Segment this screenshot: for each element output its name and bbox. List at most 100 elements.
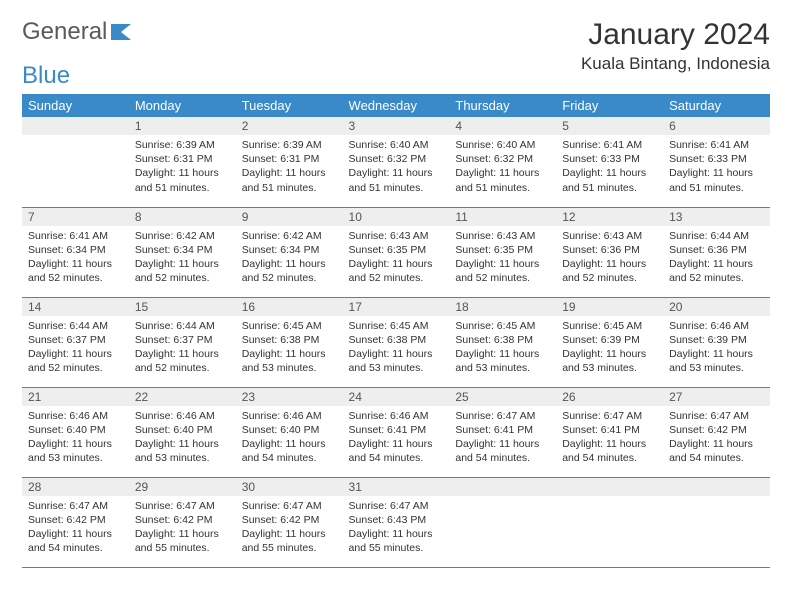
- day-details: Sunrise: 6:47 AMSunset: 6:41 PMDaylight:…: [556, 406, 663, 471]
- day-number: 10: [343, 208, 450, 226]
- day-cell: 25Sunrise: 6:47 AMSunset: 6:41 PMDayligh…: [449, 387, 556, 477]
- day-cell: 15Sunrise: 6:44 AMSunset: 6:37 PMDayligh…: [129, 297, 236, 387]
- week-row: 7Sunrise: 6:41 AMSunset: 6:34 PMDaylight…: [22, 207, 770, 297]
- day-cell: 2Sunrise: 6:39 AMSunset: 6:31 PMDaylight…: [236, 117, 343, 207]
- day-number: 31: [343, 478, 450, 496]
- day-details: Sunrise: 6:46 AMSunset: 6:40 PMDaylight:…: [129, 406, 236, 471]
- day-cell: 20Sunrise: 6:46 AMSunset: 6:39 PMDayligh…: [663, 297, 770, 387]
- day-details: Sunrise: 6:43 AMSunset: 6:35 PMDaylight:…: [449, 226, 556, 291]
- day-details: Sunrise: 6:47 AMSunset: 6:42 PMDaylight:…: [129, 496, 236, 561]
- day-number: [449, 478, 556, 496]
- day-number: 3: [343, 117, 450, 135]
- day-number: 23: [236, 388, 343, 406]
- day-details: Sunrise: 6:39 AMSunset: 6:31 PMDaylight:…: [129, 135, 236, 200]
- calendar-table: SundayMondayTuesdayWednesdayThursdayFrid…: [22, 94, 770, 568]
- day-details: Sunrise: 6:45 AMSunset: 6:39 PMDaylight:…: [556, 316, 663, 381]
- day-number: 5: [556, 117, 663, 135]
- day-cell: 14Sunrise: 6:44 AMSunset: 6:37 PMDayligh…: [22, 297, 129, 387]
- day-details: Sunrise: 6:46 AMSunset: 6:40 PMDaylight:…: [22, 406, 129, 471]
- day-details: Sunrise: 6:44 AMSunset: 6:36 PMDaylight:…: [663, 226, 770, 291]
- day-cell: 17Sunrise: 6:45 AMSunset: 6:38 PMDayligh…: [343, 297, 450, 387]
- day-details: Sunrise: 6:47 AMSunset: 6:42 PMDaylight:…: [663, 406, 770, 471]
- day-cell: 18Sunrise: 6:45 AMSunset: 6:38 PMDayligh…: [449, 297, 556, 387]
- day-number: 20: [663, 298, 770, 316]
- day-cell: [22, 117, 129, 207]
- day-details: Sunrise: 6:47 AMSunset: 6:43 PMDaylight:…: [343, 496, 450, 561]
- calendar-body: 1Sunrise: 6:39 AMSunset: 6:31 PMDaylight…: [22, 117, 770, 567]
- day-number: 26: [556, 388, 663, 406]
- day-cell: 4Sunrise: 6:40 AMSunset: 6:32 PMDaylight…: [449, 117, 556, 207]
- day-number: 15: [129, 298, 236, 316]
- day-cell: 3Sunrise: 6:40 AMSunset: 6:32 PMDaylight…: [343, 117, 450, 207]
- day-number: 11: [449, 208, 556, 226]
- day-number: 17: [343, 298, 450, 316]
- day-cell: 9Sunrise: 6:42 AMSunset: 6:34 PMDaylight…: [236, 207, 343, 297]
- weekday-header: Monday: [129, 94, 236, 117]
- day-number: 19: [556, 298, 663, 316]
- day-cell: 29Sunrise: 6:47 AMSunset: 6:42 PMDayligh…: [129, 477, 236, 567]
- day-number: 7: [22, 208, 129, 226]
- day-details: Sunrise: 6:42 AMSunset: 6:34 PMDaylight:…: [129, 226, 236, 291]
- day-cell: 31Sunrise: 6:47 AMSunset: 6:43 PMDayligh…: [343, 477, 450, 567]
- weekday-header: Tuesday: [236, 94, 343, 117]
- day-details: Sunrise: 6:41 AMSunset: 6:34 PMDaylight:…: [22, 226, 129, 291]
- day-cell: 11Sunrise: 6:43 AMSunset: 6:35 PMDayligh…: [449, 207, 556, 297]
- day-number: 30: [236, 478, 343, 496]
- week-row: 1Sunrise: 6:39 AMSunset: 6:31 PMDaylight…: [22, 117, 770, 207]
- day-number: [663, 478, 770, 496]
- day-cell: 28Sunrise: 6:47 AMSunset: 6:42 PMDayligh…: [22, 477, 129, 567]
- week-row: 28Sunrise: 6:47 AMSunset: 6:42 PMDayligh…: [22, 477, 770, 567]
- day-details: Sunrise: 6:43 AMSunset: 6:36 PMDaylight:…: [556, 226, 663, 291]
- day-details: Sunrise: 6:43 AMSunset: 6:35 PMDaylight:…: [343, 226, 450, 291]
- day-cell: 10Sunrise: 6:43 AMSunset: 6:35 PMDayligh…: [343, 207, 450, 297]
- day-cell: 30Sunrise: 6:47 AMSunset: 6:42 PMDayligh…: [236, 477, 343, 567]
- day-details: Sunrise: 6:46 AMSunset: 6:41 PMDaylight:…: [343, 406, 450, 471]
- logo-text-2: Blue: [22, 62, 770, 90]
- day-details: Sunrise: 6:41 AMSunset: 6:33 PMDaylight:…: [663, 135, 770, 200]
- weekday-header: Wednesday: [343, 94, 450, 117]
- month-title: January 2024: [581, 18, 770, 52]
- day-cell: [556, 477, 663, 567]
- day-details: Sunrise: 6:44 AMSunset: 6:37 PMDaylight:…: [129, 316, 236, 381]
- day-cell: [449, 477, 556, 567]
- day-cell: 23Sunrise: 6:46 AMSunset: 6:40 PMDayligh…: [236, 387, 343, 477]
- day-cell: 21Sunrise: 6:46 AMSunset: 6:40 PMDayligh…: [22, 387, 129, 477]
- day-number: 24: [343, 388, 450, 406]
- day-details: Sunrise: 6:45 AMSunset: 6:38 PMDaylight:…: [236, 316, 343, 381]
- day-number: 13: [663, 208, 770, 226]
- day-number: 8: [129, 208, 236, 226]
- day-details: Sunrise: 6:45 AMSunset: 6:38 PMDaylight:…: [343, 316, 450, 381]
- weekday-header: Sunday: [22, 94, 129, 117]
- day-details: Sunrise: 6:45 AMSunset: 6:38 PMDaylight:…: [449, 316, 556, 381]
- day-number: 12: [556, 208, 663, 226]
- logo-text-1: General: [22, 18, 107, 46]
- day-cell: 7Sunrise: 6:41 AMSunset: 6:34 PMDaylight…: [22, 207, 129, 297]
- day-cell: 6Sunrise: 6:41 AMSunset: 6:33 PMDaylight…: [663, 117, 770, 207]
- day-cell: 13Sunrise: 6:44 AMSunset: 6:36 PMDayligh…: [663, 207, 770, 297]
- day-details: Sunrise: 6:39 AMSunset: 6:31 PMDaylight:…: [236, 135, 343, 200]
- day-cell: [663, 477, 770, 567]
- day-number: 27: [663, 388, 770, 406]
- day-cell: 26Sunrise: 6:47 AMSunset: 6:41 PMDayligh…: [556, 387, 663, 477]
- day-number: 6: [663, 117, 770, 135]
- day-number: 16: [236, 298, 343, 316]
- weekday-header: Thursday: [449, 94, 556, 117]
- day-number: 9: [236, 208, 343, 226]
- day-details: Sunrise: 6:47 AMSunset: 6:41 PMDaylight:…: [449, 406, 556, 471]
- day-number: [556, 478, 663, 496]
- day-number: 25: [449, 388, 556, 406]
- flag-icon: [109, 22, 135, 42]
- weekday-header: Saturday: [663, 94, 770, 117]
- day-details: Sunrise: 6:44 AMSunset: 6:37 PMDaylight:…: [22, 316, 129, 381]
- day-number: 22: [129, 388, 236, 406]
- day-cell: 5Sunrise: 6:41 AMSunset: 6:33 PMDaylight…: [556, 117, 663, 207]
- day-number: 14: [22, 298, 129, 316]
- day-cell: 8Sunrise: 6:42 AMSunset: 6:34 PMDaylight…: [129, 207, 236, 297]
- day-cell: 24Sunrise: 6:46 AMSunset: 6:41 PMDayligh…: [343, 387, 450, 477]
- day-details: Sunrise: 6:47 AMSunset: 6:42 PMDaylight:…: [22, 496, 129, 561]
- day-details: Sunrise: 6:46 AMSunset: 6:40 PMDaylight:…: [236, 406, 343, 471]
- logo: General: [22, 18, 135, 46]
- week-row: 21Sunrise: 6:46 AMSunset: 6:40 PMDayligh…: [22, 387, 770, 477]
- day-number: 4: [449, 117, 556, 135]
- day-details: Sunrise: 6:40 AMSunset: 6:32 PMDaylight:…: [449, 135, 556, 200]
